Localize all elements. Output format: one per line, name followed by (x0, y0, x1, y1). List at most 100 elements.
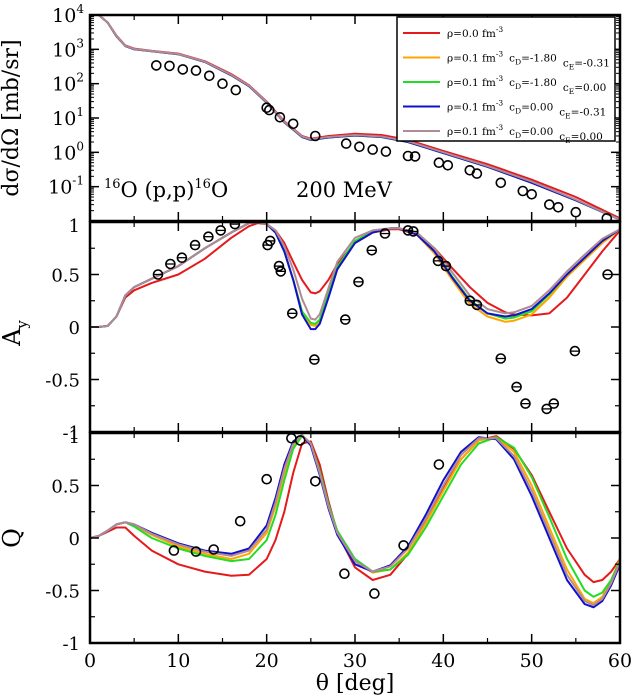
legend-label-param-sub: D (515, 131, 521, 140)
reaction-label: 16O (p,p)16O (104, 177, 228, 202)
curve-cD0.00_cE0.00 (98, 15, 620, 221)
legend-label: ρ=0.1 fm-3 cD=-1.80 cE=-0.31 (447, 50, 610, 72)
legend-label-param-sub: E (569, 63, 574, 72)
y-tick-label: 10-1 (48, 174, 84, 199)
y-tick-label: 100 (52, 139, 84, 164)
legend-label: ρ=0.1 fm-3 cD=-1.80 cE=0.00 (447, 74, 606, 96)
y-tick-label: -0.5 (45, 582, 80, 603)
data-point (204, 70, 215, 82)
legend-label-param-sub: E (565, 136, 570, 145)
legend-label-sup: -3 (496, 25, 504, 34)
legend-label-name: ρ=0.1 fm (447, 102, 496, 114)
y-tick-label-base: 10 (52, 142, 76, 164)
y-tick-label-exp: 1 (76, 105, 84, 119)
legend-label: ρ=0.1 fm-3 cD=0.00 cE=0.00 (447, 123, 603, 145)
data-point (261, 102, 273, 113)
data-point (217, 78, 228, 89)
data-point (543, 199, 555, 210)
legend-label-param-value: =-1.80 (521, 77, 557, 89)
analyzing-power-data-points (152, 222, 613, 415)
x-tick-label: 60 (608, 650, 632, 672)
y-tick-label-exp: 4 (76, 2, 84, 16)
legend: ρ=0.0 fm-3ρ=0.1 fm-3 cD=-1.80 cE=-0.31ρ=0.… (396, 16, 616, 145)
reaction-mid: O (p,p) (121, 178, 195, 202)
spin-rotation-ylabel: Q (0, 528, 26, 548)
data-point (354, 141, 365, 153)
data-point (274, 112, 286, 123)
data-point (309, 354, 320, 365)
y-tick-label: 1 (69, 427, 80, 448)
x-tick-label: 30 (343, 650, 367, 672)
y-tick-label: 0 (69, 529, 80, 550)
cross-section-ylabel: dσ/dΩ [mb/sr] (0, 39, 24, 196)
analyzing-power-frame (88, 220, 622, 434)
data-point (442, 160, 454, 171)
data-point (570, 206, 582, 218)
x-axis: 0 10 20 30 40 50 60 θ [deg] (84, 650, 632, 696)
data-point (495, 353, 507, 364)
data-point (286, 308, 298, 319)
data-point (433, 157, 445, 168)
x-tick-label: 50 (520, 650, 544, 672)
legend-box (396, 16, 616, 142)
data-point (366, 245, 378, 256)
y-tick-label: -0.5 (45, 371, 80, 392)
curve-cD0.00_cE0.00 (90, 222, 620, 328)
data-point (261, 473, 273, 485)
y-tick-label: 101 (52, 105, 84, 130)
legend-label-param: c (559, 107, 565, 119)
data-point (287, 118, 299, 130)
legend-label-param-sub: E (569, 87, 574, 96)
data-point (234, 515, 246, 527)
analyzing-power-panel: -1 -0.5 0 0.5 1 Ay (0, 216, 622, 444)
y-tick-label: 0.5 (51, 477, 80, 498)
legend-label-name: ρ=0.1 fm (447, 77, 496, 89)
data-point (168, 545, 180, 556)
y-tick-label-base: 10 (48, 177, 72, 199)
data-point (398, 540, 409, 551)
analyzing-power-ylabel: Ay (0, 320, 31, 347)
y-tick-label-exp: -1 (72, 174, 84, 188)
data-point (309, 475, 321, 487)
legend-label-sup: -3 (496, 74, 504, 83)
cross-section-data-points (151, 60, 613, 221)
data-point (275, 266, 287, 277)
y-tick-label-base: 10 (52, 5, 76, 27)
legend-label-param-value: =0.00 (571, 131, 603, 143)
data-point (432, 255, 444, 267)
analyzing-power-ticks: -1 -0.5 0 0.5 1 (45, 216, 621, 444)
spin-rotation-frame (88, 431, 622, 645)
legend-label-param-sub: D (515, 82, 521, 91)
ylabel-sub: y (13, 320, 31, 330)
data-point (601, 213, 613, 221)
data-point (189, 239, 201, 251)
y-tick-label: 1 (69, 216, 80, 237)
spin-rotation-ticks: -1 -0.5 0 0.5 1 (45, 427, 621, 655)
spin-rotation-data-points (168, 433, 445, 599)
y-tick-label: 103 (52, 36, 84, 61)
legend-label-param-value: =0.00 (521, 102, 553, 114)
data-point (340, 138, 352, 149)
data-point (440, 260, 452, 272)
x-tick-label: 0 (84, 650, 96, 672)
legend-label-param-value: =-0.31 (571, 107, 607, 119)
spin-rotation-curves (90, 434, 620, 609)
data-point (569, 345, 581, 357)
energy-label: 200 MeV (296, 178, 393, 202)
data-point (552, 202, 564, 213)
data-point (286, 433, 297, 444)
analyzing-power-curves (90, 222, 620, 331)
reaction-end: O (211, 178, 228, 202)
curve-cD0.00_cE-0.31 (90, 434, 620, 609)
data-point (548, 398, 560, 409)
y-tick-label-base: 10 (52, 108, 76, 130)
data-point (379, 228, 391, 239)
y-tick-label: 104 (52, 2, 84, 27)
y-tick-label-base: 10 (52, 39, 76, 61)
data-point (380, 146, 392, 157)
data-point (511, 381, 522, 393)
legend-label-param-value: =-1.80 (521, 53, 557, 65)
x-tick-label: 40 (431, 650, 455, 672)
